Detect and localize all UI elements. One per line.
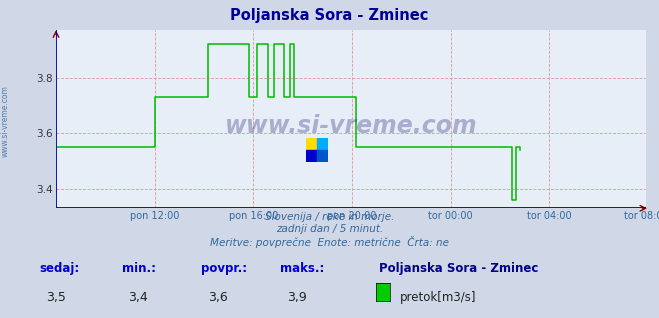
Text: 3,6: 3,6 — [208, 291, 227, 304]
Text: zadnji dan / 5 minut.: zadnji dan / 5 minut. — [276, 224, 383, 234]
Text: 3,9: 3,9 — [287, 291, 306, 304]
Bar — [306, 150, 318, 162]
Text: sedaj:: sedaj: — [40, 262, 80, 275]
Text: maks.:: maks.: — [280, 262, 324, 275]
Text: povpr.:: povpr.: — [201, 262, 247, 275]
Text: Meritve: povprečne  Enote: metrične  Črta: ne: Meritve: povprečne Enote: metrične Črta:… — [210, 236, 449, 248]
Text: pretok[m3/s]: pretok[m3/s] — [400, 291, 476, 304]
Text: Poljanska Sora - Zminec: Poljanska Sora - Zminec — [379, 262, 538, 275]
Text: www.si-vreme.com: www.si-vreme.com — [225, 114, 477, 138]
Text: 3,5: 3,5 — [46, 291, 66, 304]
Text: Slovenija / reke in morje.: Slovenija / reke in morje. — [265, 212, 394, 222]
Bar — [318, 150, 328, 162]
Bar — [306, 138, 318, 150]
Text: 3,4: 3,4 — [129, 291, 148, 304]
Bar — [318, 138, 328, 150]
Text: www.si-vreme.com: www.si-vreme.com — [1, 85, 10, 157]
Text: Poljanska Sora - Zminec: Poljanska Sora - Zminec — [230, 8, 429, 23]
Text: min.:: min.: — [122, 262, 156, 275]
